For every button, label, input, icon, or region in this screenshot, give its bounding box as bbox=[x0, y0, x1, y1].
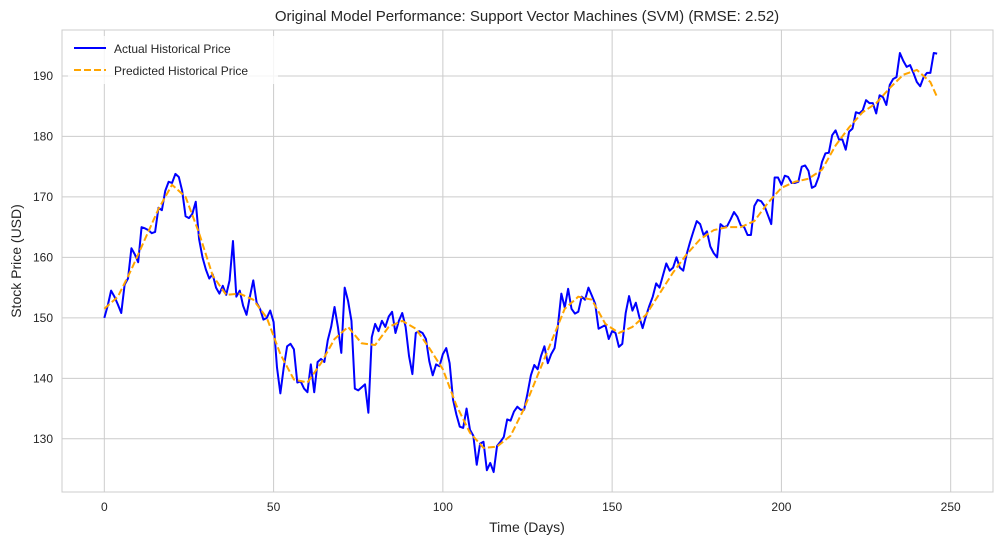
y-tick-label-180: 180 bbox=[33, 129, 53, 143]
y-tick-labels: 130 140 150 160 170 180 190 bbox=[33, 69, 53, 446]
x-tick-label-0: 0 bbox=[101, 500, 108, 514]
grid-lines bbox=[62, 30, 993, 492]
x-tick-label-100: 100 bbox=[433, 500, 453, 514]
y-axis-label: Stock Price (USD) bbox=[8, 204, 24, 318]
series-line-predicted bbox=[103, 68, 939, 449]
legend: Actual Historical Price Predicted Histor… bbox=[68, 36, 278, 84]
y-tick-label-140: 140 bbox=[33, 371, 53, 385]
x-tick-label-200: 200 bbox=[771, 500, 791, 514]
y-tick-label-170: 170 bbox=[33, 190, 53, 204]
x-tick-label-250: 250 bbox=[941, 500, 961, 514]
legend-label-actual: Actual Historical Price bbox=[114, 42, 231, 56]
series-layer bbox=[103, 51, 939, 474]
y-tick-label-150: 150 bbox=[33, 311, 53, 325]
y-tick-label-160: 160 bbox=[33, 250, 53, 264]
y-tick-label-130: 130 bbox=[33, 432, 53, 446]
plot-area bbox=[61, 29, 994, 493]
legend-label-predicted: Predicted Historical Price bbox=[114, 64, 248, 78]
legend-box bbox=[68, 36, 278, 84]
x-tick-label-50: 50 bbox=[267, 500, 281, 514]
y-tick-label-190: 190 bbox=[33, 69, 53, 83]
x-axis-label: Time (Days) bbox=[489, 519, 565, 535]
x-tick-label-150: 150 bbox=[602, 500, 622, 514]
chart-title: Original Model Performance: Support Vect… bbox=[275, 8, 779, 25]
x-tick-labels: 0 50 100 150 200 250 bbox=[101, 500, 961, 514]
